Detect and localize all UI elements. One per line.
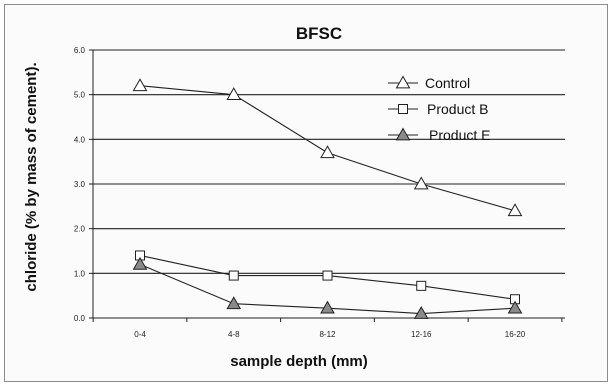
legend-item: Product E [388,127,490,143]
data-point [228,270,239,281]
y-ticks: 0.0 1.0 2.0 3.0 4.0 5.0 6.0 [74,46,93,323]
series-product-b [135,250,520,305]
y-axis-label: chloride (% by mass of cement). [23,62,40,291]
x-tick-label: 12-16 [411,330,432,339]
chart-title: BFSC [296,24,342,43]
legend-label: Product B [427,101,488,117]
y-tick-label: 2.0 [74,225,86,234]
gridlines [93,49,565,274]
data-point [413,176,429,190]
legend-item: Control [388,75,470,91]
x-axis-label: sample depth (mm) [230,353,368,370]
y-tick-label: 4.0 [74,135,86,144]
series-group [132,78,523,319]
y-tick-label: 3.0 [74,180,86,189]
legend-marker [395,127,411,141]
legend-label: Product E [429,127,490,143]
x-ticks: 0-4 4-8 8-12 12-16 16-20 [92,318,563,339]
legend-marker [395,75,411,89]
data-point [507,203,523,217]
data-point [507,300,523,314]
legend: Control Product B Product E [388,75,490,143]
x-tick-label: 16-20 [505,330,526,339]
data-point [320,145,335,159]
y-tick-label: 5.0 [74,91,86,100]
series-product-e [132,256,523,319]
data-point [413,306,429,319]
y-tick-label: 0.0 [74,314,86,323]
chart-svg: BFSC chloride (% by mass of cement). sam… [23,24,565,370]
legend-marker [398,104,408,114]
series-control [132,78,523,217]
data-point [416,280,427,291]
chart-frame: BFSC chloride (% by mass of cement). sam… [4,4,608,382]
data-point [226,296,242,310]
y-tick-label: 1.0 [74,269,86,278]
data-point [132,78,148,92]
data-point [226,87,242,101]
x-tick-label: 4-8 [228,330,240,339]
x-tick-label: 8-12 [319,330,336,339]
legend-item: Product B [388,101,488,117]
data-point [320,300,335,314]
x-tick-label: 0-4 [134,330,146,339]
data-point [132,256,148,270]
y-tick-label: 6.0 [74,46,86,55]
data-point [322,270,333,281]
legend-label: Control [425,75,470,91]
